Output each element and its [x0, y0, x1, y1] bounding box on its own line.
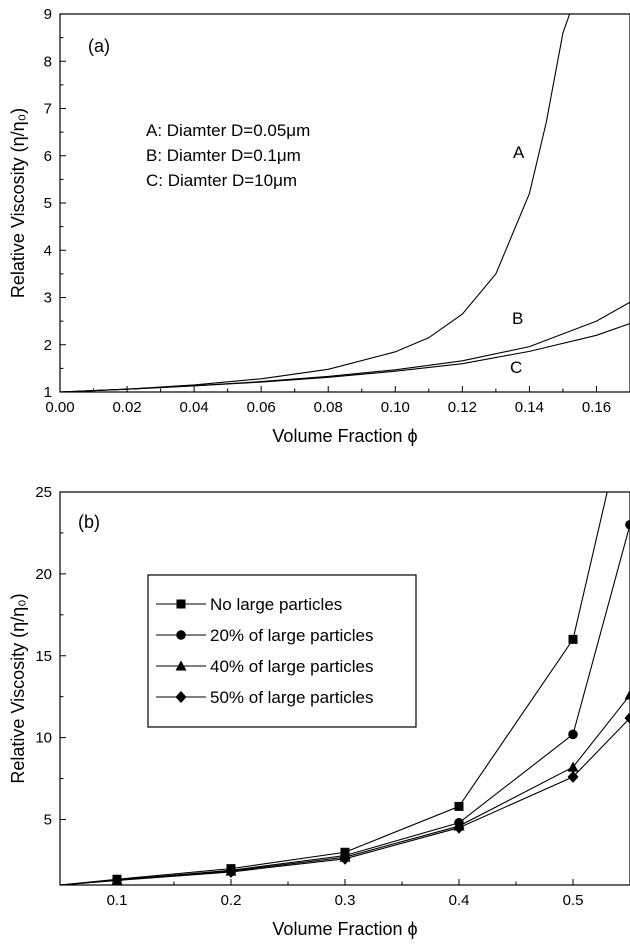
y-tick-label: 20 — [35, 566, 52, 583]
annotation-text: B: Diamter D=0.1μm — [146, 146, 301, 165]
legend-marker-diamond — [175, 691, 187, 703]
data-point-circle — [568, 729, 578, 740]
x-tick-label: 0.06 — [247, 399, 276, 416]
y-tick-label: 9 — [44, 6, 52, 23]
curve-label-a: A — [513, 143, 525, 162]
data-point-circle — [625, 519, 630, 530]
data-point-square — [568, 634, 578, 644]
panel-label: (b) — [78, 512, 100, 532]
x-tick-label: 0.14 — [515, 399, 544, 416]
y-tick-label: 10 — [35, 730, 52, 747]
x-tick-label: 0.16 — [582, 399, 611, 416]
data-point-diamond — [339, 852, 351, 865]
panel-b-chart: 0.1 0.2 0.3 0.4 0.5 5 10 15 20 25 Volume Fraction … — [8, 484, 630, 939]
data-point-diamond — [225, 865, 237, 878]
legend-box — [147, 574, 417, 728]
data-point-triangle — [624, 689, 630, 700]
y-tick-label: 4 — [44, 242, 52, 259]
data-point-diamond — [624, 711, 630, 724]
annotation-text: C: Diamter D=10μm — [146, 171, 297, 190]
legend-label: 20% of large particles — [210, 626, 373, 645]
y-axis-label: Relative Viscosity (η/η₀) — [8, 108, 28, 298]
legend-marker-circle — [176, 630, 186, 640]
y-tick-label: 7 — [44, 101, 52, 118]
legend-marker-square — [176, 599, 186, 609]
y-axis-label: Relative Viscosity (η/η₀) — [8, 593, 28, 783]
y-tick-label: 5 — [44, 812, 52, 829]
data-point-square — [454, 801, 464, 811]
x-tick-label: 0.2 — [221, 892, 242, 909]
y-tick-label: 1 — [44, 384, 52, 401]
y-tick-label: 8 — [44, 53, 52, 70]
series-line-a — [60, 14, 571, 392]
x-tick-label: 0.5 — [563, 892, 584, 909]
curve-label-c: C — [510, 358, 522, 377]
plot-area — [60, 14, 630, 392]
y-tick-label: 6 — [44, 148, 52, 165]
y-tick-label: 15 — [35, 648, 52, 665]
legend-label: No large particles — [210, 595, 342, 614]
data-point-diamond — [567, 770, 579, 783]
x-tick-label: 0.12 — [448, 399, 477, 416]
x-tick-label: 0.00 — [45, 399, 74, 416]
legend-item: 20% of large particles — [156, 626, 373, 645]
x-tick-label: 0.04 — [180, 399, 209, 416]
legend-item: No large particles — [156, 595, 342, 614]
legend-label: 40% of large particles — [210, 657, 373, 676]
series-line-b — [60, 301, 630, 392]
y-tick-label: 25 — [35, 484, 52, 501]
x-tick-label: 0.10 — [381, 399, 410, 416]
x-tick-label: 0.02 — [112, 399, 141, 416]
x-tick-label: 0.3 — [335, 892, 356, 909]
series-line-c — [60, 322, 630, 392]
y-tick-label: 5 — [44, 195, 52, 212]
data-point-diamond — [453, 821, 465, 834]
x-axis-label: Volume Fraction ϕ — [272, 919, 417, 939]
y-tick-label: 3 — [44, 290, 52, 307]
legend-marker-triangle — [175, 660, 187, 671]
x-tick-label: 0.08 — [314, 399, 343, 416]
panel-label: (a) — [88, 36, 110, 56]
x-tick-label: 0.1 — [107, 892, 128, 909]
curve-label-b: B — [512, 309, 523, 328]
legend-item: 50% of large particles — [156, 688, 373, 707]
panel-a-chart: 0.00 0.02 0.04 0.06 0.08 0.10 0.12 0.14 0.16 1 2 3 4… — [8, 6, 630, 446]
legend-label: 50% of large particles — [210, 688, 373, 707]
legend: No large particles 20% of large particles… — [147, 574, 417, 728]
y-tick-label: 2 — [44, 337, 52, 354]
x-axis-label: Volume Fraction ϕ — [272, 426, 417, 446]
annotation-text: A: Diamter D=0.05μm — [146, 121, 310, 140]
data-point-triangle — [567, 761, 579, 772]
legend-item: 40% of large particles — [156, 657, 373, 676]
x-tick-label: 0.4 — [449, 892, 470, 909]
plot-frame — [59, 13, 630, 393]
